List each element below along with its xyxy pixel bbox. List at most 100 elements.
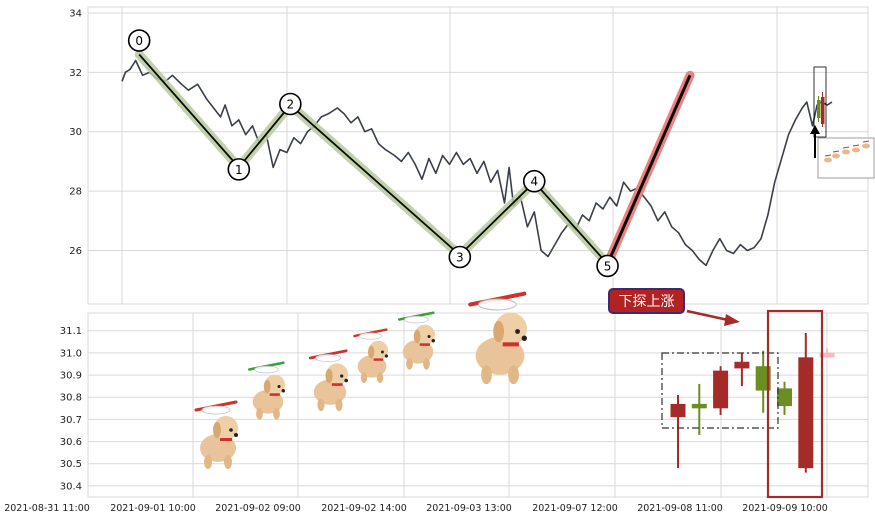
dog-leg <box>317 398 325 412</box>
dog-leg <box>376 372 384 384</box>
dog-eye <box>229 428 233 432</box>
mini-zoom-box <box>813 66 827 138</box>
decorations <box>194 291 527 469</box>
x-tick-label-3: 2021-09-02 14:00 <box>321 503 407 514</box>
dog-leg <box>481 365 492 385</box>
candle-body-1 <box>691 403 707 409</box>
candle-body-7 <box>819 352 835 358</box>
top-ytick-label: 26 <box>69 246 82 257</box>
dog-nose <box>344 378 348 383</box>
highlight-box <box>766 309 824 499</box>
bottom-plot-frame <box>87 312 869 498</box>
top-ytick-label: 28 <box>69 187 82 198</box>
mini-candle-body-0 <box>817 100 821 118</box>
bottom-ytick-label: 30.8 <box>60 393 82 404</box>
dog-collar <box>419 343 430 346</box>
x-tick-label-0: 2021-08-31 11:00 <box>4 503 90 514</box>
dog-leg <box>273 407 280 420</box>
candle-body-6 <box>798 357 814 469</box>
dog-nose <box>234 433 238 437</box>
bottom-ytick-label: 30.5 <box>60 459 82 470</box>
top-plot-frame <box>87 6 869 305</box>
dog-collar <box>269 393 280 396</box>
dog-leg <box>256 407 263 420</box>
wave-point-marker-2 <box>279 92 302 116</box>
mini-prop-4 <box>862 140 870 143</box>
x-tick-label-5: 2021-09-07 12:00 <box>532 503 618 514</box>
dog-body <box>313 379 347 405</box>
dog-body <box>252 389 284 414</box>
dog-eye <box>515 329 520 334</box>
dog-collar <box>502 342 519 347</box>
propeller-disc <box>358 332 382 340</box>
wave-point-label-0: 0 <box>135 34 143 48</box>
mini-arrow-head <box>810 125 820 134</box>
dog-eye <box>427 334 431 339</box>
dog-collar <box>331 383 343 386</box>
dog-ear <box>263 379 271 394</box>
wave-point-label-3: 3 <box>456 250 464 264</box>
mini-candle-body-1 <box>821 97 825 124</box>
bottom-ytick-label: 30.6 <box>60 437 82 448</box>
bottom-ytick-label: 30.4 <box>60 481 82 492</box>
dog-leg <box>335 398 343 412</box>
wave-line <box>138 53 609 265</box>
dog-leg <box>406 357 413 370</box>
x-tick-label-6: 2021-09-08 11:00 <box>637 503 723 514</box>
dog-leg <box>508 365 519 385</box>
last-wave-line <box>606 74 692 265</box>
bottom-ytick-label: 31.0 <box>60 348 82 359</box>
dog-ear <box>368 345 375 359</box>
candle-body-5 <box>777 388 792 407</box>
mini-dog-0 <box>824 157 832 163</box>
bottom-panel: 30.4 30.5 30.6 30.7 30.8 30.9 31.0 31.1 下探上涨 <box>60 288 869 499</box>
mini-prop-0 <box>824 154 832 157</box>
x-axis: 2021-08-31 11:00 2021-09-01 10:00 2021-09-… <box>4 503 828 514</box>
propeller-disc <box>477 298 517 311</box>
flying-dog-2 <box>308 349 348 412</box>
wave-point-marker-5 <box>596 254 619 278</box>
dog-ear <box>493 320 505 343</box>
x-tick-label-1: 2021-09-01 10:00 <box>110 503 196 514</box>
wave-point-label-5: 5 <box>604 259 612 273</box>
dog-nose <box>521 335 527 341</box>
candle-body-0 <box>670 403 686 418</box>
mini-dog-2 <box>842 149 850 155</box>
x-tick-label-4: 2021-09-03 13:00 <box>426 503 512 514</box>
mini-prop-2 <box>842 146 850 149</box>
wave-point-marker-4 <box>522 169 546 193</box>
dog-eye <box>380 350 384 354</box>
dog-collar <box>373 358 384 361</box>
mini-prop-3 <box>852 144 860 147</box>
flying-dog-0 <box>194 400 238 469</box>
wave-point-label-1: 1 <box>235 163 243 177</box>
dog-leg <box>224 455 232 469</box>
wave-point-marker-1 <box>227 158 251 181</box>
mini-dog-3 <box>852 147 860 153</box>
dog-leg <box>423 357 430 370</box>
price-line <box>121 59 833 267</box>
wave-point-label-4: 4 <box>530 175 538 189</box>
dog-ear <box>325 368 333 384</box>
dog-leg <box>360 372 368 384</box>
dog-eye <box>340 374 344 378</box>
propeller-disc <box>315 354 342 362</box>
flying-dog-5 <box>468 291 527 385</box>
wave-point-marker-3 <box>448 245 472 269</box>
annotation-box <box>608 288 685 314</box>
dog-nose <box>384 354 388 358</box>
mini-dog-1 <box>832 153 840 159</box>
candle-body-3 <box>734 361 750 369</box>
flying-dog-1 <box>248 361 285 420</box>
flying-dog-3 <box>353 328 388 384</box>
candle-body-2 <box>713 370 729 409</box>
dog-nose <box>431 339 435 343</box>
x-tick-label-7: 2021-09-09 10:00 <box>742 503 828 514</box>
annotation-text: 下探上涨 <box>619 294 675 310</box>
top-ytick-label: 34 <box>69 8 82 19</box>
bottom-ytick-label: 31.1 <box>60 326 82 337</box>
propeller-disc <box>404 315 429 324</box>
